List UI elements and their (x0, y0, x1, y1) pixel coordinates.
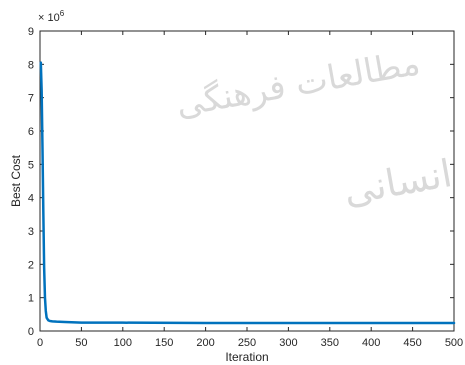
x-tick-label: 350 (321, 337, 339, 349)
y-exponent-label: × 106 (38, 9, 65, 24)
x-tick-label: 450 (403, 337, 421, 349)
x-tick-label: 100 (114, 337, 132, 349)
x-tick-label: 150 (155, 337, 173, 349)
y-tick-label: 5 (28, 159, 34, 171)
y-tick-label: 4 (28, 193, 34, 205)
x-tick-label: 400 (362, 337, 380, 349)
watermark-line2: انسانی (340, 151, 455, 213)
y-tick-label: 6 (28, 126, 34, 138)
y-tick-label: 9 (28, 26, 34, 38)
x-tick-label: 300 (279, 337, 297, 349)
x-tick-label: 50 (75, 337, 87, 349)
y-tick-label: 8 (28, 59, 34, 71)
y-tick-label: 3 (28, 226, 34, 238)
watermark-line1: مطالعات فرهنگی (173, 43, 423, 125)
x-tick-label: 200 (196, 337, 214, 349)
y-axis-label: Best Cost (9, 154, 23, 207)
y-tick-label: 2 (28, 259, 34, 271)
y-tick-label: 0 (28, 326, 34, 338)
x-tick-label: 500 (445, 337, 463, 349)
y-tick-label: 1 (28, 293, 34, 305)
series-line (39, 61, 456, 325)
x-tick-label: 250 (238, 337, 256, 349)
y-tick-label: 7 (28, 93, 34, 105)
series-lines (39, 61, 456, 325)
x-tick-label: 0 (37, 337, 43, 349)
x-axis-label: Iteration (225, 350, 268, 364)
